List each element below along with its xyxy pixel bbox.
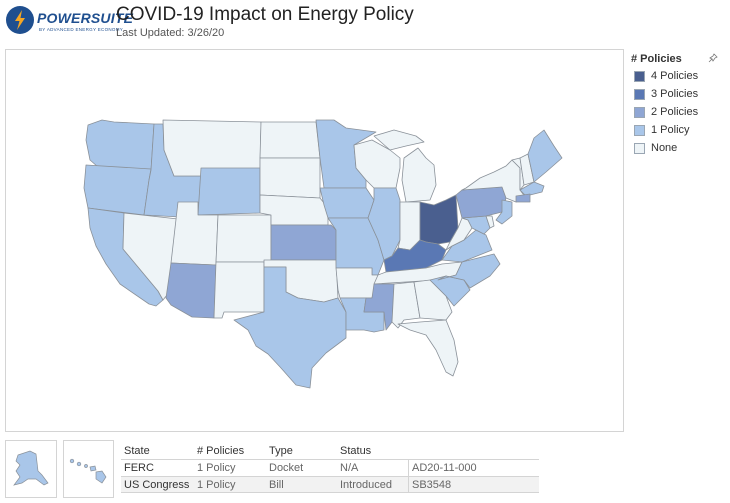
legend-swatch	[634, 124, 645, 136]
state-ohio[interactable]	[419, 194, 459, 245]
cell-policies: 1 Policy	[197, 462, 236, 474]
state-arizona[interactable]	[165, 262, 217, 319]
state-arkansas[interactable]	[335, 267, 379, 299]
legend-item[interactable]: 4 Policies	[631, 67, 726, 85]
state-north-carolina[interactable]	[437, 253, 501, 289]
table-row[interactable]: FERC 1 Policy Docket N/A AD20-11-000	[121, 459, 539, 476]
state-pennsylvania[interactable]	[455, 186, 507, 219]
cell-status: N/A	[340, 462, 359, 474]
state-alaska[interactable]	[13, 450, 49, 486]
state-new-mexico[interactable]	[213, 261, 265, 319]
cell-id: AD20-11-000	[408, 460, 539, 476]
state-oregon[interactable]	[83, 164, 152, 216]
col-state: State	[124, 445, 150, 457]
state-michigan[interactable]	[401, 147, 437, 203]
cell-type: Bill	[269, 479, 284, 491]
legend-item[interactable]: None	[631, 139, 726, 157]
cell-policies: 1 Policy	[197, 479, 236, 491]
legend-title: # Policies	[631, 53, 682, 65]
us-state-map[interactable]	[6, 50, 625, 433]
legend-swatch	[634, 88, 645, 100]
hawaii-inset[interactable]	[63, 440, 114, 498]
powersuite-logo[interactable]: POWERSUITE BY ADVANCED ENERGY ECONOMY	[6, 6, 133, 36]
hawaii-map[interactable]	[64, 441, 113, 497]
island-molokai[interactable]	[84, 464, 88, 468]
lightning-icon	[15, 10, 25, 30]
cell-type: Docket	[269, 462, 304, 474]
alaska-map[interactable]	[6, 441, 56, 497]
cell-id: SB3548	[408, 477, 539, 492]
cell-state: US Congress	[124, 479, 190, 491]
island-oahu[interactable]	[76, 461, 82, 467]
state-connecticut[interactable]	[515, 193, 531, 203]
state-wyoming[interactable]	[197, 167, 261, 216]
state-kansas[interactable]	[270, 224, 337, 261]
us-map-panel[interactable]	[5, 49, 624, 432]
state-wisconsin[interactable]	[353, 139, 401, 189]
legend-swatch	[634, 106, 645, 118]
legend-label: 1 Policy	[651, 124, 690, 136]
state-texas[interactable]	[233, 266, 347, 389]
alaska-inset[interactable]	[5, 440, 57, 498]
col-status: Status	[340, 445, 372, 457]
state-florida[interactable]	[397, 319, 459, 377]
state-maine[interactable]	[527, 129, 563, 183]
state-washington[interactable]	[85, 119, 155, 172]
state-colorado[interactable]	[215, 214, 272, 263]
table-row[interactable]: US Congress 1 Policy Bill Introduced SB3…	[121, 476, 539, 493]
island-kauai[interactable]	[69, 458, 75, 464]
island-maui[interactable]	[89, 465, 97, 472]
legend: # Policies 4 Policies 3 Policies 2 Polic…	[631, 51, 726, 157]
legend-label: 3 Policies	[651, 88, 699, 100]
col-policies: # Policies	[197, 445, 245, 457]
page-title: COVID-19 Impact on Energy Policy	[116, 4, 414, 25]
pin-icon[interactable]	[708, 53, 718, 63]
legend-item[interactable]: 2 Policies	[631, 103, 726, 121]
legend-item[interactable]: 1 Policy	[631, 121, 726, 139]
legend-swatch	[634, 142, 645, 154]
state-new-jersey[interactable]	[495, 199, 513, 225]
cell-state: FERC	[124, 462, 154, 474]
legend-label: 2 Policies	[651, 106, 699, 118]
island-hawaii[interactable]	[95, 470, 107, 484]
state-iowa[interactable]	[319, 187, 375, 219]
last-updated: Last Updated: 3/26/20	[116, 27, 225, 39]
state-south-dakota[interactable]	[259, 157, 321, 199]
brand-name: POWERSUITE	[37, 10, 134, 26]
col-type: Type	[269, 445, 293, 457]
table-header: State # Policies Type Status	[121, 444, 539, 459]
legend-label: 4 Policies	[651, 70, 699, 82]
state-michigan-upper[interactable]	[373, 129, 425, 151]
legend-label: None	[651, 142, 678, 154]
state-delaware[interactable]	[485, 215, 495, 229]
legend-swatch	[634, 70, 645, 82]
policy-table: State # Policies Type Status FERC 1 Poli…	[121, 444, 539, 493]
brand-tagline: BY ADVANCED ENERGY ECONOMY	[39, 27, 124, 32]
state-north-dakota[interactable]	[259, 121, 321, 159]
legend-item[interactable]: 3 Policies	[631, 85, 726, 103]
cell-status: Introduced	[340, 479, 392, 491]
